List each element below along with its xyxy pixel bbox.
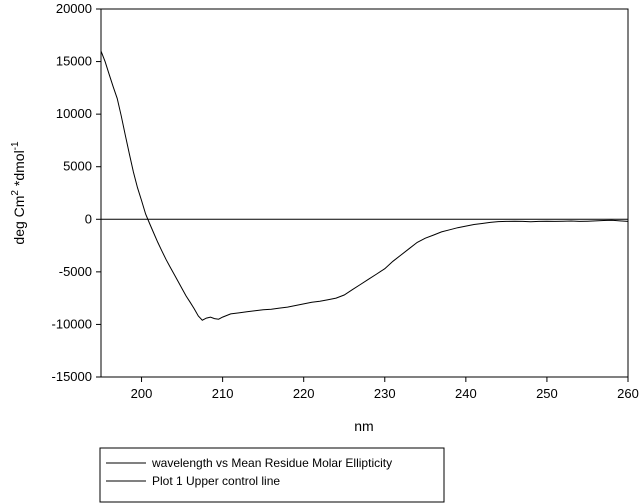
x-axis-title: nm	[354, 418, 373, 434]
plot-area	[100, 8, 629, 378]
y-tick-label: 15000	[56, 54, 92, 69]
ellipticity-series-line	[100, 50, 629, 321]
y-axis-ticks: -15000 -10000 -5000 0 5000 10000 15000 20000	[52, 1, 101, 384]
legend-label-2: Plot 1 Upper control line	[152, 474, 280, 488]
y-tick-label: -15000	[52, 369, 92, 384]
x-tick-label: 250	[536, 386, 558, 401]
y-tick-label: 5000	[63, 159, 92, 174]
x-tick-label: 210	[212, 386, 234, 401]
series-layer	[100, 50, 629, 321]
legend: wavelength vs Mean Residue Molar Ellipti…	[99, 447, 445, 503]
x-tick-label: 230	[374, 386, 396, 401]
x-tick-label: 220	[293, 386, 315, 401]
y-tick-label: -5000	[59, 264, 92, 279]
x-tick-label: 200	[131, 386, 153, 401]
y-tick-label: 20000	[56, 1, 92, 16]
y-tick-label: 0	[85, 211, 92, 226]
x-tick-label: 240	[455, 386, 477, 401]
y-tick-label: -10000	[52, 316, 92, 331]
y-tick-label: 10000	[56, 106, 92, 121]
y-axis-title: deg Cm2 *dmol-1	[10, 141, 27, 245]
x-axis-ticks: 200 210 220 230 240 250 260	[131, 377, 639, 401]
legend-label-1: wavelength vs Mean Residue Molar Ellipti…	[151, 456, 392, 470]
legend-box	[99, 447, 445, 503]
x-tick-label: 260	[617, 386, 639, 401]
